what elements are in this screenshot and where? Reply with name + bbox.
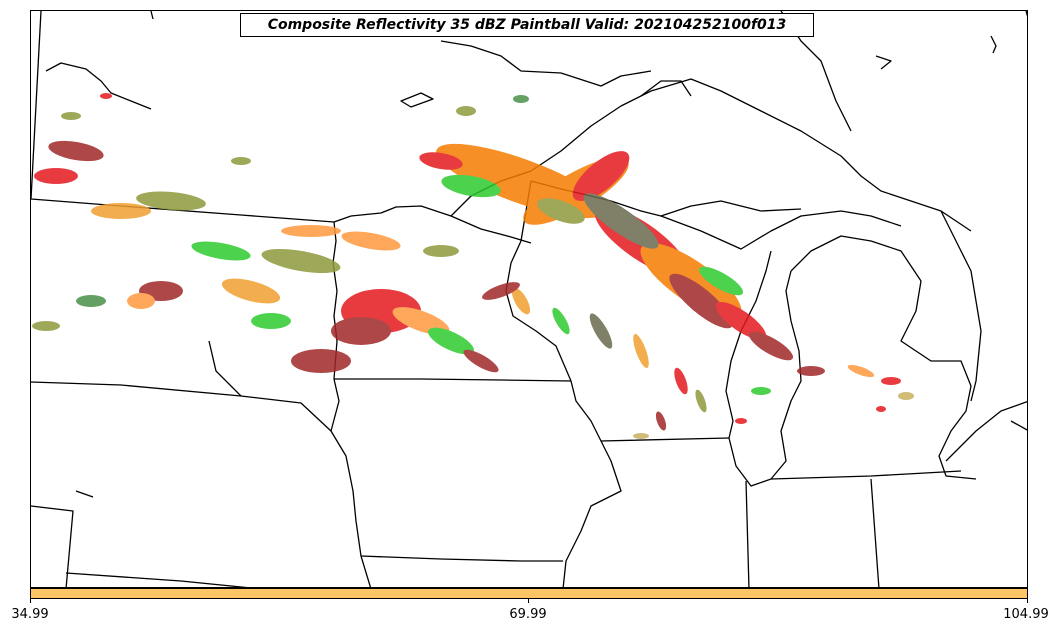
upper-peninsula [660, 210, 902, 250]
storm-cell [32, 321, 60, 331]
colorbar-tick-label-max: 104.99 [1003, 607, 1049, 622]
colorbar-tick-label-mid: 69.99 [509, 607, 547, 622]
mn-iowa-border [334, 378, 572, 382]
wi-il-border [570, 380, 730, 442]
storm-cell [261, 248, 341, 274]
storm-cell [669, 273, 733, 329]
in-oh-border [870, 478, 880, 587]
storm-cell [221, 278, 281, 304]
state-and-lake-boundaries [31, 11, 1027, 587]
storm-cell [511, 287, 531, 315]
storm-cell [751, 387, 771, 395]
storm-cell [655, 411, 667, 431]
il-in-border [745, 480, 750, 587]
small-lake [400, 92, 434, 108]
small-lake-ne [990, 35, 997, 54]
storm-cell [847, 364, 875, 378]
lake-winnipeg-shore [45, 62, 152, 110]
ontario-shore [440, 40, 652, 87]
storm-cell [331, 317, 391, 345]
storm-cell [428, 327, 474, 355]
small-lake-ne2 [875, 55, 892, 70]
storm-cell [674, 367, 688, 395]
ia-il-border [562, 440, 622, 587]
storm-cell [76, 295, 106, 307]
reflectivity-paintball-overlay [32, 93, 914, 439]
ia-west-border [330, 378, 372, 587]
us-canada-border [31, 198, 532, 244]
map-panel [30, 10, 1028, 588]
lake-michigan [725, 250, 802, 487]
lower-michigan [790, 235, 977, 480]
storm-cell [91, 203, 151, 219]
storm-cell [881, 377, 901, 385]
storm-cell [231, 157, 251, 165]
storm-cell [136, 191, 206, 211]
in-mi-border [770, 470, 962, 480]
storm-cell [463, 349, 499, 373]
storm-cell [34, 168, 78, 184]
ia-mo-border [360, 555, 563, 562]
storm-cell [423, 245, 459, 257]
lake-huron [940, 210, 982, 402]
storm-cell [633, 333, 649, 369]
storm-cell [251, 313, 291, 329]
storm-cell [797, 366, 825, 376]
storm-cell [48, 140, 104, 162]
ne-ks-line [65, 572, 248, 587]
storm-cell [898, 392, 914, 400]
storm-cell [552, 307, 570, 335]
map-canvas [31, 11, 1027, 587]
storm-cell [876, 406, 886, 412]
lake-erie [945, 401, 1027, 462]
storm-cell [441, 174, 501, 198]
storm-cell [583, 193, 659, 249]
nd-sd-border [31, 381, 332, 432]
colorbar-tick [528, 599, 529, 603]
lake-erie-north [1010, 420, 1027, 431]
sd-ne-border [31, 505, 74, 587]
storm-cell [513, 95, 529, 103]
storm-cell [127, 293, 155, 309]
storm-cell [537, 198, 585, 224]
storm-cell [419, 152, 463, 170]
colorbar-tick [30, 599, 31, 603]
storm-cell [748, 331, 794, 361]
map-title: Composite Reflectivity 35 dBZ Paintball … [240, 13, 814, 37]
storm-cell [61, 112, 81, 120]
storm-cell [695, 389, 707, 413]
storm-cell [341, 231, 401, 251]
storm-cell [572, 151, 630, 201]
storm-cell [735, 418, 747, 424]
colorbar-tick [1027, 599, 1028, 603]
storm-cell [698, 266, 744, 296]
nd-west [31, 11, 42, 200]
storm-cell [589, 313, 613, 349]
colorbar-tick-label-min: 34.99 [11, 607, 49, 622]
storm-cell [482, 282, 520, 300]
mt-line [150, 11, 154, 20]
storm-cell [281, 225, 341, 237]
storm-cell [633, 433, 649, 439]
colorbar [30, 588, 1028, 599]
storm-cell [291, 349, 351, 373]
ne-corner [1025, 11, 1027, 17]
storm-cell [456, 106, 476, 116]
oval-lake [75, 490, 94, 498]
storm-cell [191, 241, 251, 261]
mn-west-border [332, 221, 338, 380]
lake-nipigon [640, 80, 692, 97]
storm-cell [100, 93, 112, 99]
nebraska-border [208, 340, 242, 397]
storm-cell [715, 301, 767, 341]
